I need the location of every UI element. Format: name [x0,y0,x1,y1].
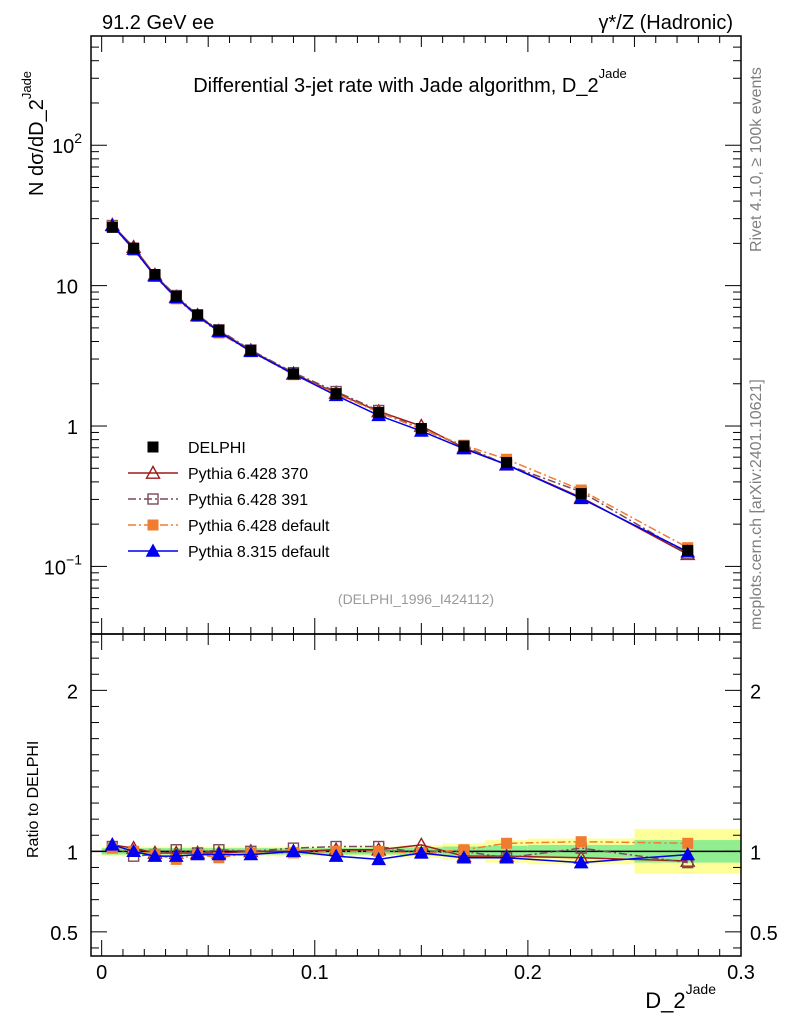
x-axis-label-sup: Jade [686,981,717,997]
ratio-point-pythia-8-315-default [243,847,259,861]
x-axis-label-text: D_2 [645,988,685,1013]
ratio-y-tick-label: 0.5 [50,923,78,945]
ratio-point-pythia-8-315-default [211,847,227,861]
main-y-tick-label: 10 [56,277,78,299]
x-tick-label: 0.2 [514,962,542,984]
main-point-delphi [330,388,342,400]
legend-label-pythia-6-428-default: Pythia 6.428 default [188,518,330,535]
analysis-tag: (DELPHI_1996_I424112) [338,591,494,607]
main-y-label-sup: Jade [19,71,34,99]
main-point-delphi [192,309,204,321]
main-y-label: N dσ/dD_2Jade [19,71,48,196]
ratio-y-tick-label-right: 1 [750,842,761,864]
ratio-point-pythia-8-315-default [190,847,205,861]
main-point-delphi [575,488,587,500]
ratio-point-pythia-6-428-default [682,837,694,849]
ratio-y-tick-label: 1 [67,842,78,864]
legend-label-pythia-6-428-391: Pythia 6.428 391 [188,492,308,509]
axes: 10−1 1 10 102 0 0.1 0.2 0.3 0.5 0.5 1 1 2 2 [44,35,778,984]
ratio-point-pythia-8-315-default [573,855,589,869]
ratio-point-pythia-8-315-default [456,850,472,864]
legend-marker-delphi [147,441,159,453]
main-y-label-text: N dσ/dD_2 [26,99,48,196]
rivet-label: Rivet 4.1.0, ≥ 100k events [748,67,765,252]
header-left: 91.2 GeV ee [102,12,214,34]
ratio-point-pythia-8-315-default [126,843,141,858]
main-y-tick-label: 10−1 [44,551,82,579]
ratio-y-tick-label-right: 0.5 [750,923,778,945]
main-point-delphi [415,423,427,435]
legend-marker-pythia-6-428-391 [147,493,159,505]
ratio-y-tick-label-right: 2 [750,681,761,703]
main-point-delphi [682,544,694,556]
ratio-point-pythia-8-315-default [104,837,120,851]
legend-marker-pythia-6-428-default [147,519,159,531]
ratio-point-pythia-6-428-370 [680,853,696,867]
ratio-point-pythia-8-315-default [147,848,163,862]
ratio-point-pythia-8-315-default [413,845,429,859]
legend-label-delphi: DELPHI [188,440,246,457]
x-tick-label: 0.1 [301,962,329,984]
main-point-delphi [128,242,140,254]
series-layer [104,217,696,869]
ratio-point-pythia-6-428-default [575,836,587,848]
ratio-point-pythia-6-428-default [501,837,513,849]
ratio-point-pythia-8-315-default [499,850,514,864]
ratio-point-pythia-8-315-default [328,848,344,862]
main-point-delphi [287,368,299,380]
legend-label-pythia-8-315-default: Pythia 8.315 default [188,544,330,561]
ratio-point-pythia-8-315-default [286,843,301,858]
x-tick-label: 0.3 [727,962,755,984]
chart-title-main: Differential 3-jet rate with Jade algori… [193,75,598,97]
ratio-y-tick-label: 2 [67,681,78,703]
chart-title: Differential 3-jet rate with Jade algori… [193,66,627,97]
main-y-tick-label: 102 [52,130,82,158]
mcplots-label: mcplots.cern.ch [arXiv:2401.10621] [748,379,765,630]
ratio-point-pythia-8-315-default [168,848,184,862]
legend-marker-pythia-6-428-370 [145,465,161,479]
main-point-delphi [245,345,257,357]
main-point-delphi [106,221,118,233]
ratio-point-pythia-8-315-default [371,851,387,866]
ratio-frame [90,633,742,957]
legend-label-pythia-6-428-370: Pythia 6.428 370 [188,466,308,483]
chart-title-sup: Jade [599,66,627,81]
legend-marker-pythia-8-315-default [145,543,161,557]
main-point-delphi [373,406,385,418]
main-point-delphi [501,456,513,468]
main-point-delphi [170,290,182,302]
ratio-line-pythia-6-428-391 [112,845,688,864]
ratio-point-pythia-8-315-default [680,847,696,861]
ratio-y-label: Ratio to DELPHI [25,741,42,858]
x-axis-label: D_2Jade [645,981,716,1013]
legend: DELPHI Pythia 6.428 370 Pythia 6.428 391 Py… [128,440,330,561]
main-point-delphi [213,324,225,336]
x-tick-label: 0 [96,962,107,984]
main-y-tick-label: 1 [67,417,78,439]
main-point-delphi [149,269,161,281]
main-point-delphi [458,440,470,452]
header-right: γ*/Z (Hadronic) [599,12,733,34]
